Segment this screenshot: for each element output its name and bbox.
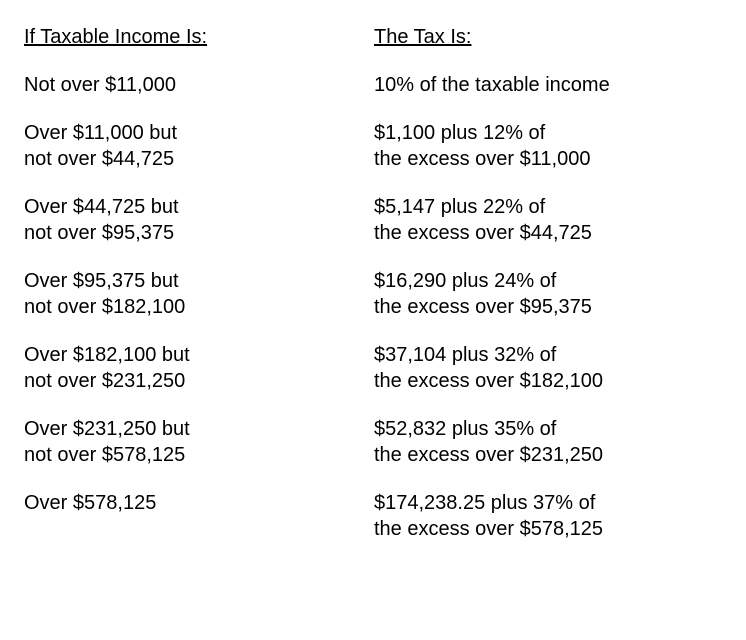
table-row: Over $11,000 but not over $44,725 bbox=[24, 120, 364, 172]
table-row: $52,832 plus 35% of the excess over $231… bbox=[374, 416, 722, 468]
column-header-income: If Taxable Income Is: bbox=[24, 24, 364, 50]
table-row: $16,290 plus 24% of the excess over $95,… bbox=[374, 268, 722, 320]
table-row: Over $578,125 bbox=[24, 490, 364, 516]
column-header-tax: The Tax Is: bbox=[374, 24, 722, 50]
tax-column: The Tax Is: 10% of the taxable income $1… bbox=[374, 24, 722, 564]
table-row: 10% of the taxable income bbox=[374, 72, 722, 98]
income-column: If Taxable Income Is: Not over $11,000 O… bbox=[24, 24, 364, 564]
table-row: $1,100 plus 12% of the excess over $11,0… bbox=[374, 120, 722, 172]
table-row: $174,238.25 plus 37% of the excess over … bbox=[374, 490, 722, 542]
table-row: Not over $11,000 bbox=[24, 72, 364, 98]
table-row: $5,147 plus 22% of the excess over $44,7… bbox=[374, 194, 722, 246]
table-row: Over $231,250 but not over $578,125 bbox=[24, 416, 364, 468]
table-row: Over $182,100 but not over $231,250 bbox=[24, 342, 364, 394]
table-row: Over $95,375 but not over $182,100 bbox=[24, 268, 364, 320]
table-row: Over $44,725 but not over $95,375 bbox=[24, 194, 364, 246]
tax-bracket-table: If Taxable Income Is: Not over $11,000 O… bbox=[24, 24, 722, 564]
table-row: $37,104 plus 32% of the excess over $182… bbox=[374, 342, 722, 394]
